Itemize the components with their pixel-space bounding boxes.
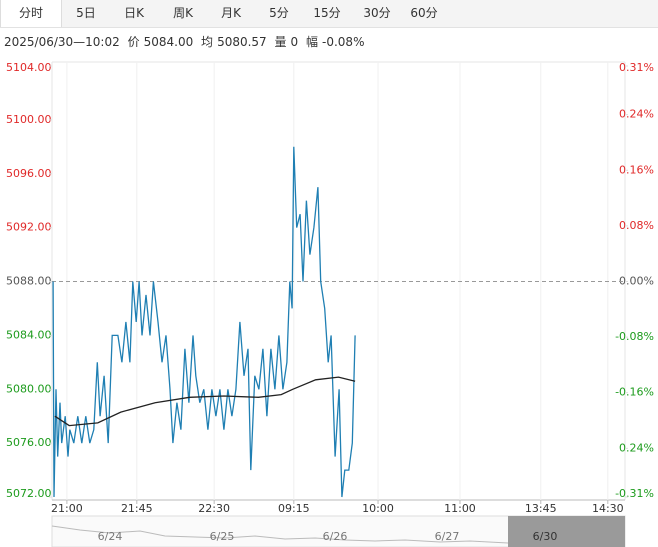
period-tab[interactable]: 分时: [0, 0, 62, 27]
navigator-date: 6/30: [533, 530, 558, 543]
avg-line: [54, 376, 356, 427]
x-tick-label: 21:00: [51, 502, 83, 515]
period-tab[interactable]: 5分: [269, 6, 289, 20]
price-label: 价: [127, 35, 140, 49]
period-tab[interactable]: 60分: [410, 6, 438, 20]
price: 5084.00: [143, 35, 194, 49]
navigator-trace: [51, 525, 509, 544]
range-label: 幅: [306, 35, 319, 49]
y2-tick-label: 0.24%: [619, 108, 654, 121]
x-tick-label: 10:00: [362, 502, 394, 515]
period-tab[interactable]: 日K: [124, 6, 144, 20]
navigator-window[interactable]: [508, 516, 625, 547]
avg-label: 均: [201, 35, 214, 49]
vol: 0: [290, 35, 299, 49]
y2-tick-label: 0.00%: [619, 275, 654, 288]
y2-tick-label: -0.16%: [615, 386, 654, 399]
x-tick-label: 21:45: [121, 502, 153, 515]
y2-tick-label: 0.24%: [619, 441, 654, 454]
period-tab[interactable]: 5日: [76, 6, 96, 20]
y2-tick-label: 0.16%: [619, 163, 654, 176]
avg: 5080.57: [217, 35, 267, 49]
y-tick-label: 5088.00: [6, 275, 52, 288]
navigator-date: 6/27: [435, 530, 460, 543]
y-tick-label: 5092.00: [6, 221, 52, 234]
y2-tick-label: -0.08%: [615, 330, 654, 343]
y-tick-label: 5100.00: [6, 113, 52, 126]
y-tick-label: 5084.00: [6, 328, 52, 341]
navigator-date: 6/26: [323, 530, 348, 543]
x-tick-label: 09:15: [278, 502, 310, 515]
navigator-date: 6/25: [210, 530, 235, 543]
range: -0.08%: [322, 35, 365, 49]
period-tabs: 分时 5日 日K 周K 月K 5分 15分 30分 60分: [0, 0, 658, 28]
y-tick-label: 5076.00: [6, 436, 52, 449]
y2-tick-label: 0.31%: [619, 61, 654, 74]
x-tick-label: 22:30: [198, 502, 230, 515]
datetime: 2025/06/30—10:02: [4, 35, 120, 49]
y-tick-label: 5096.00: [6, 167, 52, 180]
x-tick-label: 11:00: [444, 502, 476, 515]
period-tab[interactable]: 15分: [313, 6, 341, 20]
y2-tick-label: 0.08%: [619, 219, 654, 232]
y-tick-label: 5080.00: [6, 382, 52, 395]
price-line: [52, 146, 356, 498]
period-tab[interactable]: 月K: [221, 6, 241, 20]
x-tick-label: 14:30: [592, 502, 624, 515]
y2-tick-label: -0.31%: [615, 487, 654, 500]
vol-label: 量: [274, 35, 287, 49]
navigator[interactable]: [51, 515, 626, 547]
period-tab[interactable]: 周K: [173, 6, 193, 20]
navigator-date: 6/24: [98, 530, 123, 543]
y-tick-label: 5072.00: [6, 487, 52, 500]
period-tab[interactable]: 30分: [363, 6, 391, 20]
y-tick-label: 5104.00: [6, 61, 52, 74]
x-tick-label: 13:45: [525, 502, 557, 515]
